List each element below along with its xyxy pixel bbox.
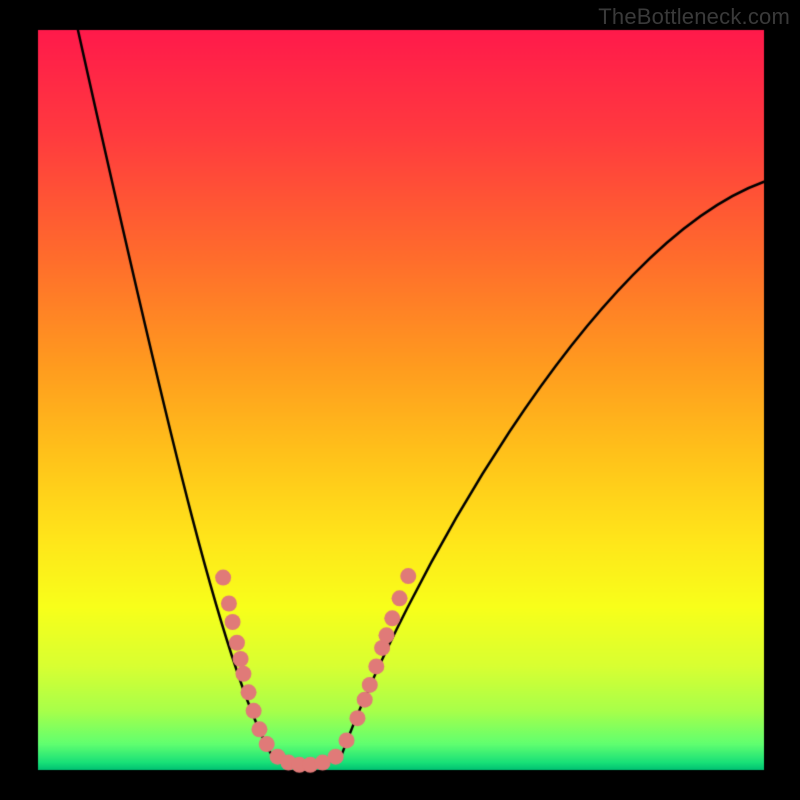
chart-container: TheBottleneck.com	[0, 0, 800, 800]
bottleneck-v-curve-chart	[0, 0, 800, 800]
